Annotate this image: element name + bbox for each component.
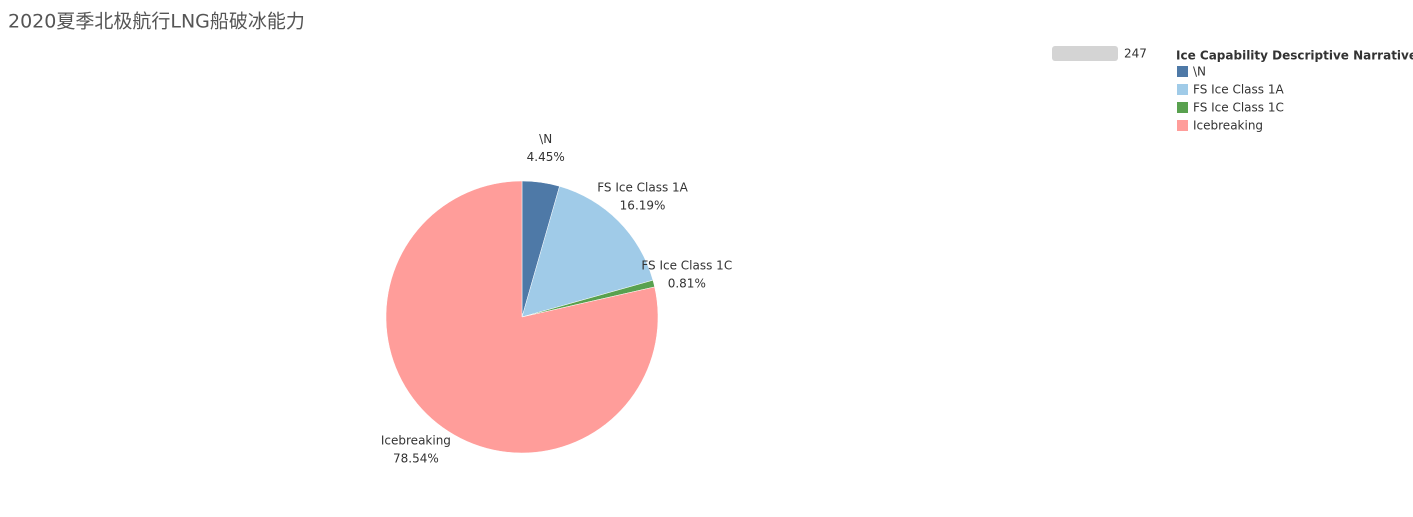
- legend-label: FS Ice Class 1C: [1193, 101, 1284, 115]
- legend-title: Ice Capability Descriptive Narrative: [1176, 49, 1413, 63]
- slice-value-label: 78.54%: [393, 451, 439, 465]
- legend-label: \N: [1193, 65, 1206, 79]
- size-legend-bar: [1052, 46, 1118, 61]
- size-legend-label: 247: [1124, 47, 1147, 61]
- legend-swatch: [1177, 102, 1188, 113]
- slice-value-label: 0.81%: [668, 277, 706, 291]
- legend-swatch: [1177, 84, 1188, 95]
- slice-label: Icebreaking: [381, 433, 451, 447]
- legend-label: Icebreaking: [1193, 119, 1263, 133]
- legend-label: FS Ice Class 1A: [1193, 83, 1284, 97]
- slice-label: FS Ice Class 1C: [641, 259, 732, 273]
- legend-swatch: [1177, 66, 1188, 77]
- slice-label: \N: [539, 132, 552, 146]
- slice-label: FS Ice Class 1A: [597, 181, 688, 195]
- pie-slice: [521, 185, 654, 318]
- slice-value-label: 4.45%: [527, 150, 565, 164]
- legend-swatch: [1177, 120, 1188, 131]
- slice-value-label: 16.19%: [620, 199, 666, 213]
- pie-slice: [385, 180, 659, 454]
- chart-title: 2020夏季北极航行LNG船破冰能力: [8, 11, 305, 33]
